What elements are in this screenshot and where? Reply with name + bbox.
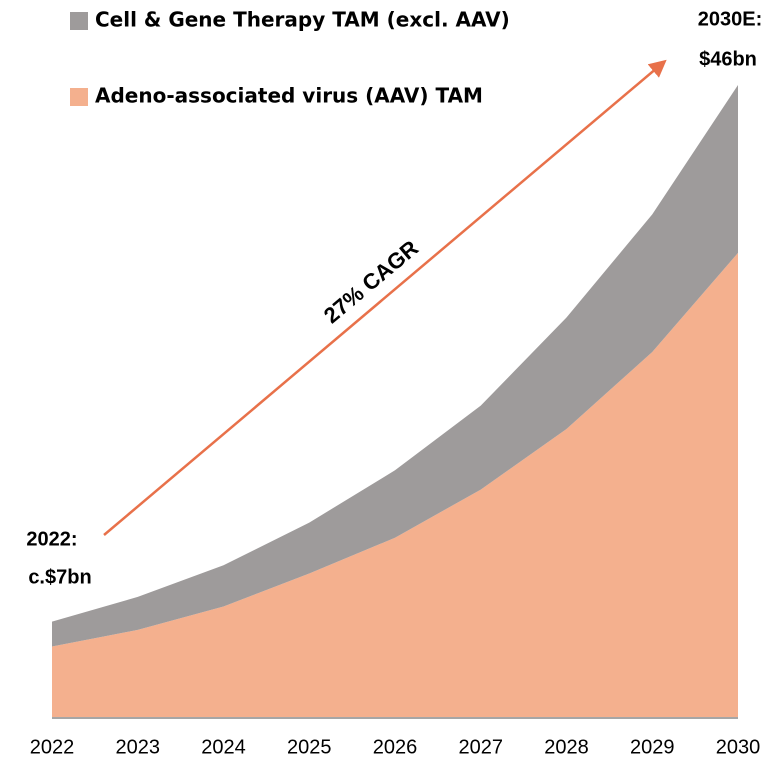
annotation: $46bn — [699, 48, 757, 70]
x-tick-label: 2023 — [116, 736, 161, 758]
area — [52, 85, 738, 647]
cagr-arrow — [103, 59, 667, 536]
x-tick-label: 2024 — [201, 736, 246, 758]
x-tick-label: 2029 — [630, 736, 675, 758]
x-tick-label: 2026 — [373, 736, 418, 758]
annotation: c.$7bn — [28, 566, 91, 588]
annotation: 2022: — [26, 528, 77, 550]
x-tick-label: 2030 — [716, 736, 761, 758]
legend-label: Cell & Gene Therapy TAM (excl. AAV) — [95, 8, 510, 32]
annotation: 27% CAGR — [319, 235, 423, 328]
annotation: 2030E: — [698, 8, 763, 30]
area — [52, 252, 738, 718]
x-tick-label: 2022 — [30, 736, 75, 758]
x-tick-label: 2028 — [544, 736, 589, 758]
x-tick-label: 2025 — [287, 736, 332, 758]
legend-swatch — [70, 12, 88, 30]
legend-label: Adeno-associated virus (AAV) TAM — [95, 84, 483, 108]
legend-swatch — [70, 88, 88, 106]
x-tick-label: 2027 — [459, 736, 504, 758]
